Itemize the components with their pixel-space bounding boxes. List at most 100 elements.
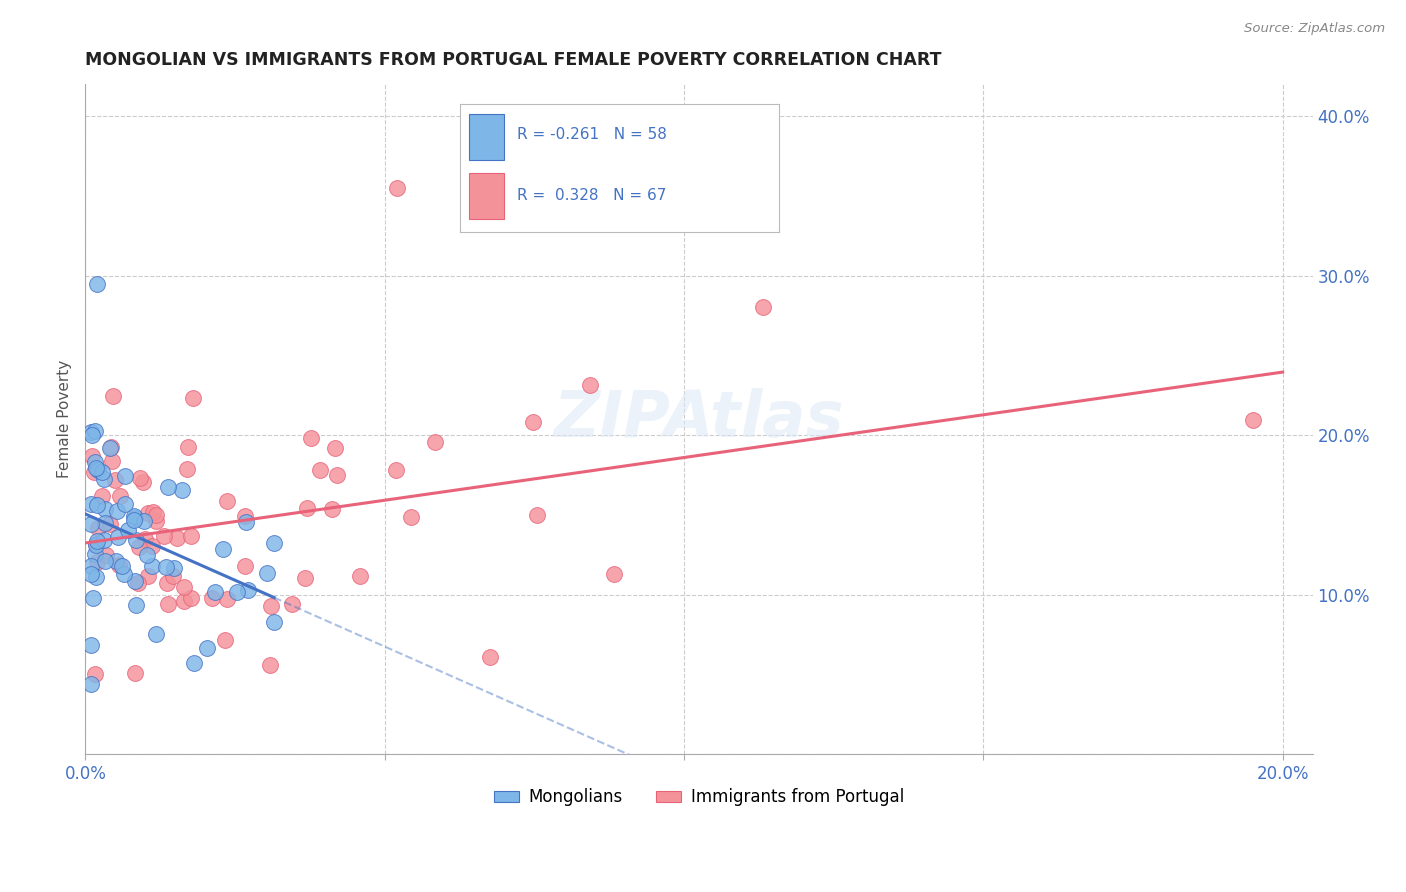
Point — [84, 424, 107, 438]
Point — [211, 541, 233, 556]
Point — [156, 575, 179, 590]
Point — [107, 530, 129, 544]
Point — [225, 585, 247, 599]
Point — [399, 510, 422, 524]
Point — [349, 569, 371, 583]
Point — [256, 566, 278, 580]
Point — [170, 483, 193, 497]
Point — [478, 650, 501, 665]
Point — [86, 533, 108, 548]
Point — [80, 425, 103, 439]
Point — [385, 181, 408, 195]
Point — [204, 585, 226, 599]
Point — [145, 514, 167, 528]
Point — [236, 583, 259, 598]
Point — [526, 508, 548, 522]
Point — [125, 533, 148, 548]
Point — [1241, 413, 1264, 427]
Point — [134, 533, 156, 547]
Point — [136, 506, 159, 520]
Point — [297, 500, 319, 515]
Point — [98, 517, 121, 532]
Point — [84, 538, 107, 552]
Point — [138, 568, 160, 582]
Point — [93, 533, 115, 547]
Text: MONGOLIAN VS IMMIGRANTS FROM PORTUGAL FEMALE POVERTY CORRELATION CHART: MONGOLIAN VS IMMIGRANTS FROM PORTUGAL FE… — [86, 51, 942, 69]
Point — [162, 569, 184, 583]
Point — [323, 441, 346, 455]
Point — [173, 594, 195, 608]
Point — [124, 513, 146, 527]
Point — [141, 539, 163, 553]
Point — [155, 560, 177, 574]
Point — [104, 473, 127, 487]
Point — [183, 391, 205, 405]
Point — [94, 554, 117, 568]
Point — [125, 599, 148, 613]
Point — [80, 558, 103, 573]
Point — [321, 502, 343, 516]
Point — [84, 570, 107, 584]
Point — [752, 300, 775, 314]
Point — [156, 597, 179, 611]
Point — [80, 517, 103, 532]
Point — [86, 555, 108, 569]
Point — [235, 515, 257, 529]
Point — [142, 505, 165, 519]
Point — [152, 528, 174, 542]
Point — [281, 597, 304, 611]
Point — [166, 532, 188, 546]
Point — [173, 580, 195, 594]
Point — [86, 460, 108, 475]
Y-axis label: Female Poverty: Female Poverty — [58, 360, 72, 478]
Point — [259, 658, 281, 673]
Point — [94, 501, 117, 516]
Point — [100, 440, 122, 454]
Point — [90, 489, 112, 503]
Point — [579, 377, 602, 392]
Point — [326, 468, 349, 483]
Point — [86, 498, 108, 512]
Legend: Mongolians, Immigrants from Portugal: Mongolians, Immigrants from Portugal — [486, 781, 911, 813]
Point — [82, 591, 104, 605]
Point — [94, 548, 117, 562]
Point — [145, 508, 167, 522]
Point — [111, 558, 134, 573]
Point — [80, 449, 103, 463]
Point — [522, 416, 544, 430]
Point — [101, 453, 124, 467]
Point — [145, 627, 167, 641]
Point — [127, 576, 149, 591]
Point — [385, 463, 408, 477]
Point — [82, 428, 104, 442]
Point — [425, 435, 447, 450]
Point — [263, 615, 285, 630]
Point — [294, 571, 316, 585]
Point — [309, 463, 332, 477]
Point — [124, 665, 146, 680]
Point — [128, 540, 150, 554]
Point — [124, 574, 146, 589]
Point — [157, 480, 180, 494]
Point — [83, 547, 105, 561]
Point — [603, 566, 626, 581]
Point — [117, 523, 139, 537]
Point — [114, 497, 136, 511]
Point — [80, 638, 103, 652]
Point — [93, 472, 115, 486]
Point — [201, 591, 224, 605]
Point — [90, 466, 112, 480]
Point — [163, 561, 186, 575]
Point — [132, 514, 155, 528]
Point — [94, 516, 117, 531]
Point — [131, 475, 153, 489]
Point — [114, 469, 136, 483]
Point — [233, 509, 256, 524]
Point — [233, 559, 256, 574]
Point — [260, 599, 283, 613]
Point — [83, 455, 105, 469]
Point — [80, 676, 103, 690]
Point — [104, 554, 127, 568]
Point — [217, 591, 239, 606]
Point — [87, 463, 110, 477]
